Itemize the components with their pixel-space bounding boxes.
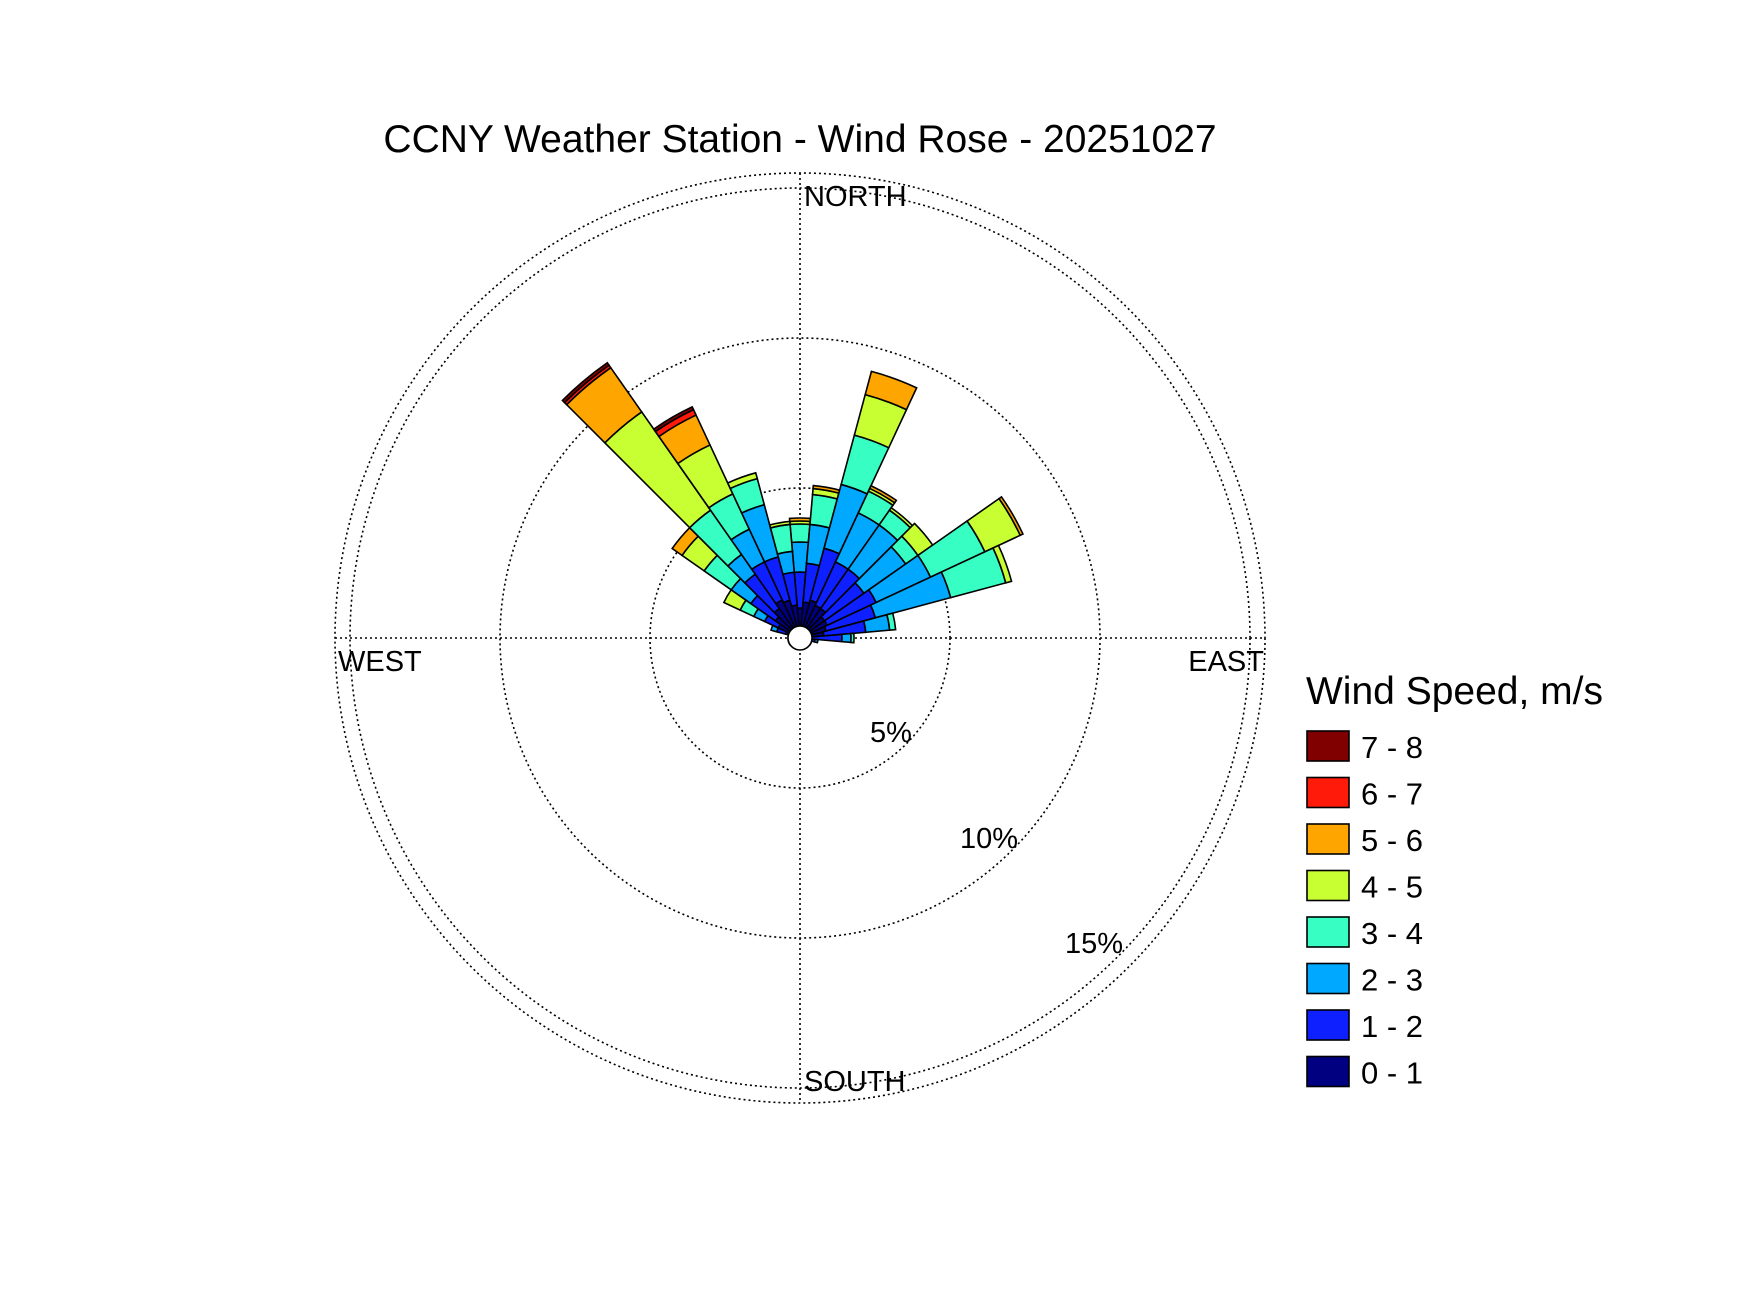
wind-bar-60deg-speed-5 — [997, 495, 1025, 537]
wind-bar-80deg-speed-3 — [885, 612, 897, 632]
legend-swatch-1 — [1306, 776, 1350, 809]
legend-label-3: 4 - 5 — [1361, 870, 1423, 905]
legend-swatch-5 — [1306, 962, 1350, 995]
wind-bar-0deg-speed-3 — [789, 523, 811, 544]
wind-bar-350deg-speed-4 — [768, 520, 791, 529]
east-label: EAST — [1188, 646, 1264, 678]
legend-label-7: 0 - 1 — [1361, 1056, 1423, 1091]
wind-bar-20deg-speed-5 — [864, 370, 918, 411]
legend-swatch-6 — [1306, 1009, 1350, 1041]
ring-label-10: 10% — [960, 823, 1018, 855]
chart-title: CCNY Weather Station - Wind Rose - 20251… — [383, 118, 1216, 161]
legend-swatch-4 — [1306, 916, 1350, 948]
legend-title: Wind Speed, m/s — [1306, 670, 1603, 713]
legend: 7 - 8 6 - 7 5 - 6 4 - 5 3 - 4 2 - 3 1 - 2 0 - 1 — [1306, 730, 1423, 1091]
wind-bar-100deg-speed-2 — [813, 638, 819, 644]
wind-bar-340deg-speed-4 — [726, 471, 759, 490]
legend-swatch-3 — [1306, 869, 1350, 902]
legend-label-1: 6 - 7 — [1361, 777, 1423, 812]
wind-bar-90deg-speed-3 — [849, 632, 855, 644]
legend-label-6: 1 - 2 — [1361, 1009, 1423, 1044]
legend-swatch-0 — [1306, 730, 1350, 762]
legend-swatch-7 — [1306, 1055, 1350, 1088]
ring-label-15: 15% — [1065, 928, 1123, 960]
west-label: WEST — [338, 646, 422, 678]
legend-label-5: 2 - 3 — [1361, 963, 1423, 998]
legend-label-0: 7 - 8 — [1361, 730, 1423, 765]
wind-bar-30deg-speed-5 — [868, 484, 898, 504]
wind-bar-320deg-speed-7 — [561, 361, 611, 404]
wind-bar-330deg-speed-7 — [652, 405, 695, 433]
legend-swatch-2 — [1306, 823, 1350, 855]
north-label: NORTH — [804, 181, 907, 213]
wind-bar-70deg-speed-4 — [991, 544, 1013, 584]
wind-bar-90deg-speed-2 — [840, 632, 852, 644]
calm-center-circle — [787, 625, 813, 651]
ring-label-5: 5% — [870, 717, 912, 749]
legend-label-4: 3 - 4 — [1361, 916, 1423, 951]
legend-label-2: 5 - 6 — [1361, 823, 1423, 858]
south-label: SOUTH — [804, 1066, 906, 1098]
wind-bar-0deg-speed-5 — [788, 517, 812, 523]
